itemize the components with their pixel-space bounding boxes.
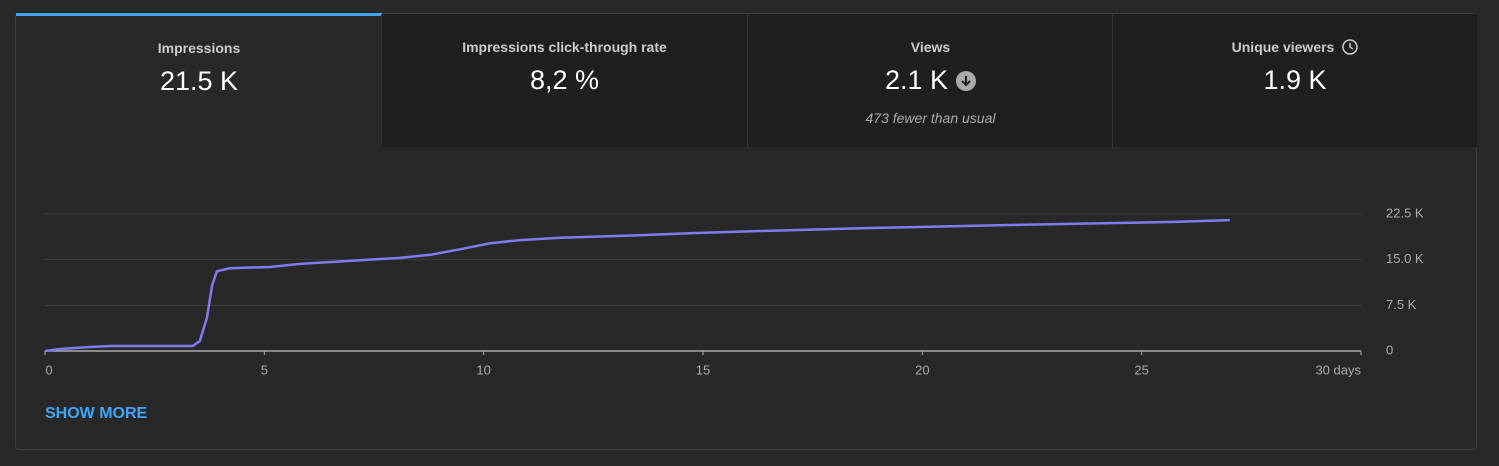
x-tick-label: 20 xyxy=(915,362,929,377)
x-tick-label: 10 xyxy=(476,362,490,377)
series-line xyxy=(44,218,1230,353)
y-tick-label: 22.5 K xyxy=(1386,205,1424,220)
clock-icon xyxy=(1342,39,1359,55)
tab-value: 1.9 K xyxy=(1263,65,1327,95)
card xyxy=(15,13,1477,450)
metric-tab[interactable]: Views 2.1 K 473 fewer than usual xyxy=(747,14,1113,147)
tab-label: Unique viewers xyxy=(1231,39,1335,55)
tab-label: Impressions xyxy=(157,40,241,56)
x-tick-label: 30 days xyxy=(1315,362,1361,377)
y-tick-label: 15.0 K xyxy=(1386,251,1424,266)
down-icon xyxy=(956,70,977,91)
x-tick-label: 0 xyxy=(45,362,52,377)
tab-value: 2.1 K xyxy=(884,65,949,95)
tab-label: Views xyxy=(910,39,951,55)
show-more-link[interactable]: SHOW MORE xyxy=(45,405,148,422)
tab-value: 8,2 % xyxy=(529,65,600,95)
metric-tab[interactable]: Unique viewers 1.9 K xyxy=(1112,14,1477,147)
metric-tab[interactable]: Impressions 21.5 K xyxy=(16,13,382,147)
tab-note: 473 fewer than usual xyxy=(865,110,996,126)
x-tick-label: 5 xyxy=(261,362,268,377)
x-tick-label: 15 xyxy=(696,362,710,377)
x-tick-label: 25 xyxy=(1134,362,1148,377)
y-tick-label: 0 xyxy=(1386,342,1393,357)
y-tick-label: 7.5 K xyxy=(1386,297,1417,312)
tab-label: Impressions click-through rate xyxy=(462,39,667,55)
tab-value: 21.5 K xyxy=(159,66,239,96)
metric-tab[interactable]: Impressions click-through rate 8,2 % xyxy=(381,14,747,147)
